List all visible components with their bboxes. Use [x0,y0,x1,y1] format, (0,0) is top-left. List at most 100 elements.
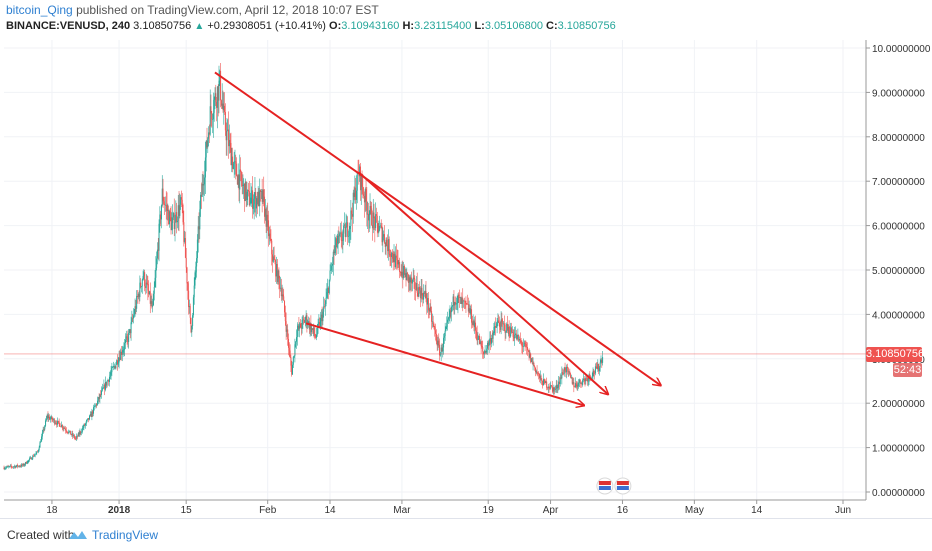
candle-body [45,420,47,426]
candle-body [276,263,278,282]
candle-body [228,129,230,147]
candle-body [431,310,433,322]
candle-body [566,366,568,369]
candle-body [200,194,202,197]
candle-body [359,166,361,191]
candle-body [116,360,118,365]
candle-body [325,297,327,304]
candle-body [515,333,517,339]
close-value: 3.10850756 [557,20,616,32]
candle-body [432,321,434,325]
x-tick-label: 15 [181,505,193,516]
candle-body [562,372,564,374]
candle-body [516,335,518,339]
candle-body [475,322,477,331]
candle-body [142,276,144,280]
candle-body [554,387,556,390]
candle-body [381,226,383,243]
candle-body [300,323,302,328]
candle-body [159,214,161,224]
candle-body [583,378,585,380]
candle-body [334,245,336,254]
candle-body [104,384,106,390]
tradingview-link[interactable]: TradingView [92,528,159,542]
up-arrow-icon: ▲ [194,21,205,32]
flag-stripe [598,481,611,485]
x-tick-label: 16 [617,505,629,516]
candle-body [501,319,503,322]
candle-body [403,265,405,278]
candle-body [393,253,395,263]
tradingview-logo-icon[interactable] [68,529,88,541]
candle-body [135,306,137,309]
candle-body [337,235,339,244]
low-value: 3.05106800 [484,20,543,32]
candle-body [270,238,272,241]
candle-body [558,381,560,387]
y-tick-label: 4.00000000 [872,310,925,321]
candle-body [228,139,230,147]
candle-body [30,457,32,460]
candle-body [576,384,578,387]
candle-body [407,272,409,275]
candle-body [237,174,239,185]
candle-body [244,183,246,201]
x-tick-label: 18 [46,505,58,516]
candle-body [440,347,442,355]
candle-body [248,191,250,206]
candle-body [283,296,285,301]
candle-body [371,224,373,229]
candle-body [284,312,286,322]
candle-body [391,252,393,257]
candle-body [251,190,253,198]
candle-body [364,189,366,203]
candle-body [224,105,226,113]
candle-body [168,209,170,225]
candle-body [571,377,573,384]
candle-body [101,390,103,395]
candle-body [74,437,76,439]
candle-body [154,277,156,287]
candle-body [445,327,447,331]
candle-body [530,353,532,363]
symbol-label[interactable]: BINANCE:VENUSD, 240 [6,20,131,32]
candle-body [343,225,345,234]
candle-body [485,351,487,353]
candle-body [539,375,541,379]
candle-body [566,366,568,373]
candle-body [27,460,29,463]
candle-body [96,404,98,405]
candle-body [546,387,548,389]
candle-body [388,239,390,255]
candle-body [204,177,206,185]
candle-body [136,295,138,309]
candle-body [13,466,15,467]
candle-body [543,379,545,380]
candle-body [19,466,21,467]
candle-body [269,233,271,239]
candle-body [68,431,70,433]
candle-body [487,342,489,349]
candle-body [397,260,399,265]
candle-body [478,335,480,340]
price-chart[interactable]: 0.000000001.000000002.000000003.00000000… [0,0,932,518]
candle-body [296,337,298,342]
candle-body [347,236,349,237]
candle-body [322,311,324,322]
author-link[interactable]: bitcoin_Qing [6,3,73,17]
candle-body [395,255,397,268]
candle-body [82,427,84,429]
candle-body [538,373,540,379]
candle-body [379,225,381,227]
candle-body [37,451,39,453]
candle-body [85,421,87,424]
candle-body [458,294,460,298]
candle-body [111,367,113,373]
candle-body [413,277,415,279]
candle-body [486,348,488,353]
created-with-text: Created with [7,528,75,542]
candle-body [131,318,133,323]
candle-body [224,112,226,131]
candle-body [46,415,48,419]
candle-body [85,423,87,426]
